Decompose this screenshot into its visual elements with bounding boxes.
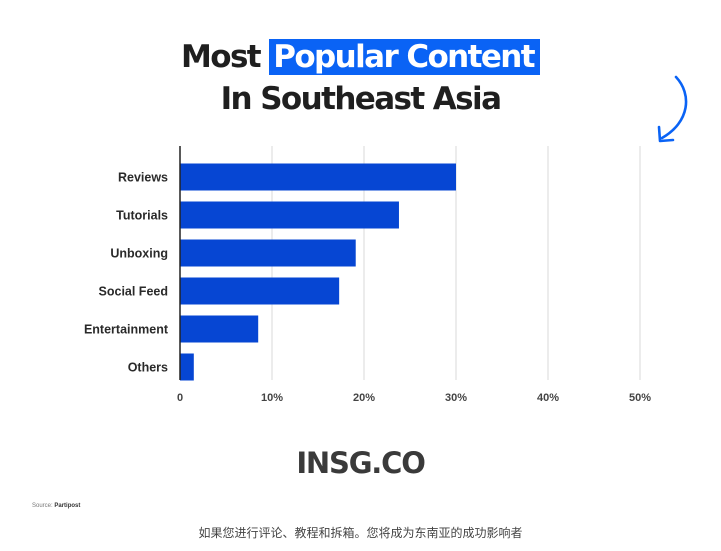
title-highlight: Popular Content [269, 39, 540, 75]
source-label: Source: [32, 503, 53, 509]
bar-social-feed [180, 277, 340, 305]
infographic-card: Most Popular Content In Southeast Asia R… [0, 38, 721, 509]
bar-chart: Reviews Tutorials Unboxing Social Feed Enter… [84, 146, 651, 404]
x-tick-label: 20% [353, 392, 375, 404]
category-label: Unboxing [110, 247, 168, 261]
category-label: Others [128, 361, 168, 375]
bar-tutorials [180, 201, 399, 229]
brand-logo: INSG.CO [296, 446, 426, 480]
bar-reviews [180, 163, 456, 191]
x-tick-labels: 0 10% 20% 30% 40% 50% [177, 392, 651, 404]
chart-title-line-2: In Southeast Asia [220, 81, 502, 117]
x-tick-label: 10% [261, 392, 283, 404]
category-label: Social Feed [99, 285, 168, 299]
x-tick-label: 40% [537, 392, 559, 404]
bar-entertainment [180, 315, 259, 343]
category-labels: Reviews Tutorials Unboxing Social Feed Enter… [84, 171, 169, 375]
bar-unboxing [180, 239, 356, 267]
category-label: Tutorials [116, 209, 168, 223]
category-label: Reviews [118, 171, 168, 185]
bars [180, 163, 456, 381]
chart-title-line-1: Most Popular Content [0, 38, 721, 76]
curved-arrow-icon [657, 75, 688, 143]
x-tick-label: 30% [445, 392, 467, 404]
category-label: Entertainment [84, 323, 169, 337]
source-note: Source: Partipost [32, 503, 80, 509]
title-prefix: Most [181, 39, 262, 75]
source-name: Partipost [54, 503, 81, 509]
x-tick-label: 0 [177, 392, 183, 404]
bar-others [180, 353, 194, 381]
image-caption: 如果您进行评论、教程和拆箱。您将成为东南亚的成功影响者 [198, 526, 523, 540]
x-tick-label: 50% [629, 392, 651, 404]
